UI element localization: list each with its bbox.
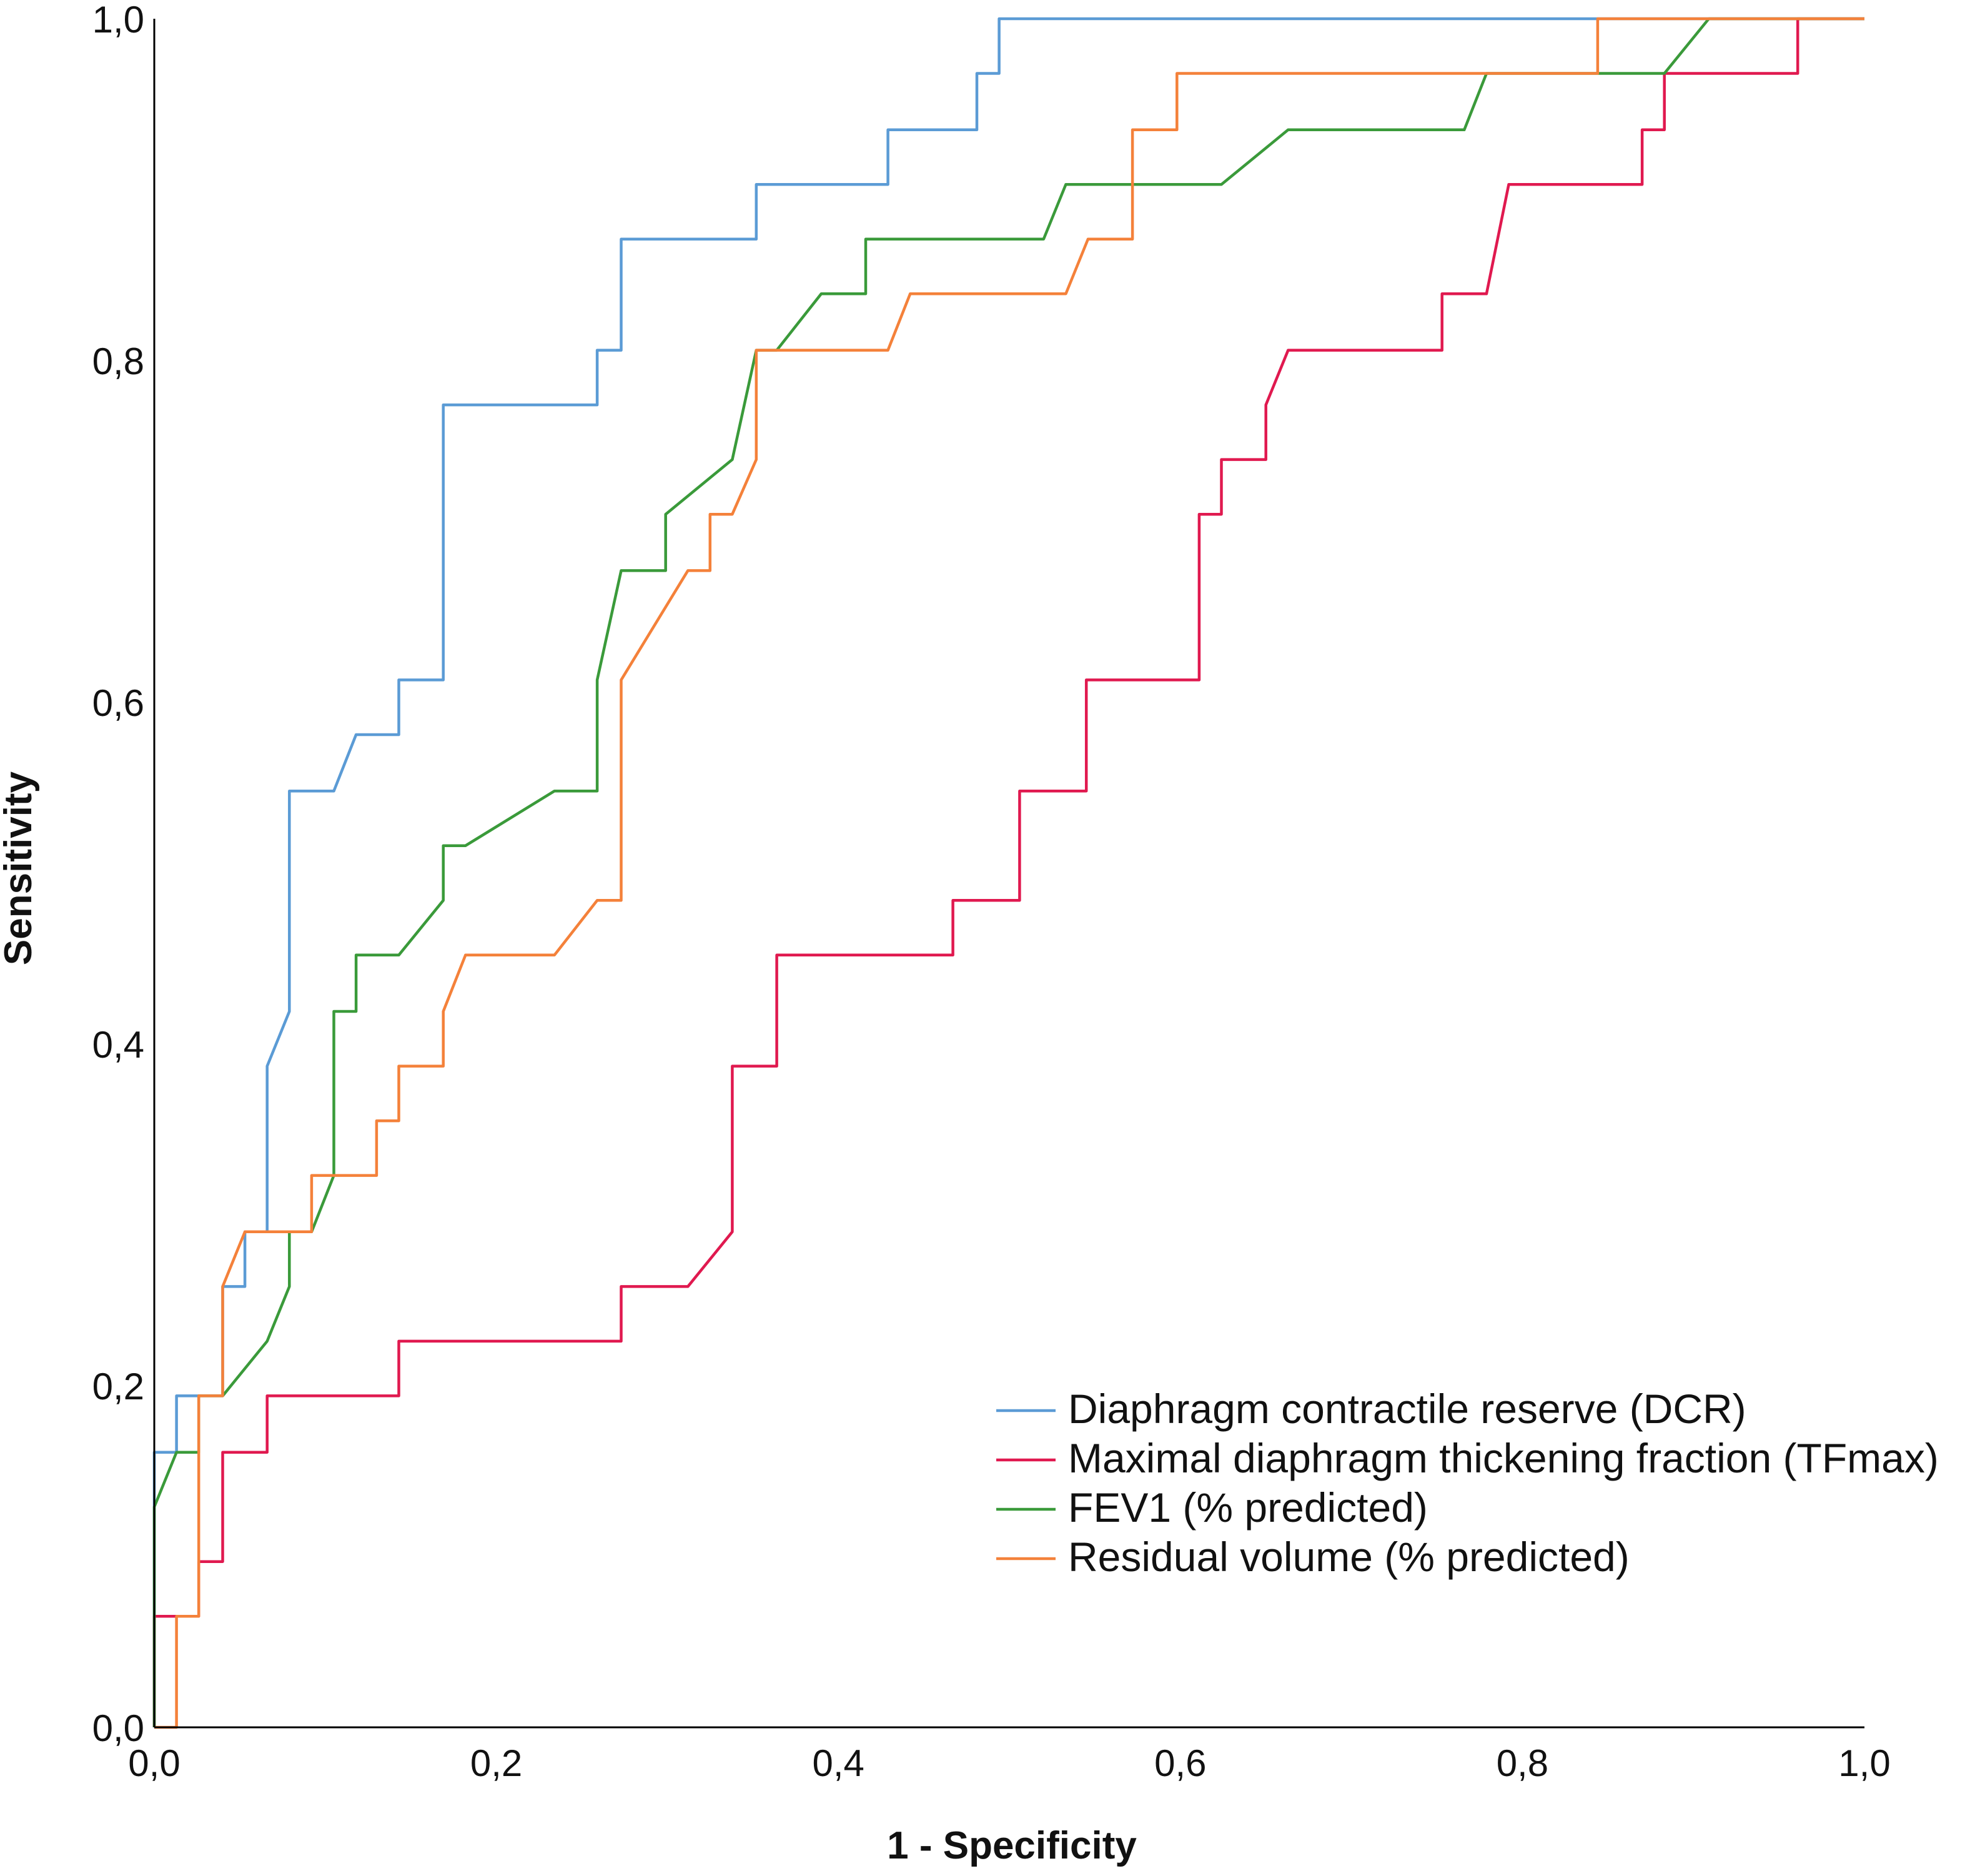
series-line-3	[152, 17, 1864, 1727]
y-tick-label: 0,0	[92, 1707, 144, 1749]
y-tick-label: 0,8	[92, 340, 144, 382]
x-tick-labels: 0,0 0,2 0,4 0,6 0,8 1,0	[128, 1742, 1890, 1784]
x-tick-label: 0,6	[1154, 1742, 1206, 1784]
y-tick-labels: 0,0 0,2 0,4 0,6 0,8 1,0	[92, 0, 144, 1749]
x-tick-label: 0,2	[470, 1742, 522, 1784]
legend: Diaphragm contractile reserve (DCR)Maxim…	[996, 1386, 1939, 1580]
x-tick-label: 1,0	[1838, 1742, 1890, 1784]
y-tick-label: 0,6	[92, 682, 144, 724]
axes-layer	[153, 19, 1864, 1729]
legend-label: Diaphragm contractile reserve (DCR)	[1068, 1386, 1746, 1432]
legend-label: Residual volume (% predicted)	[1068, 1534, 1630, 1580]
series-line-4	[154, 17, 1864, 1729]
legend-label: FEV1 (% predicted)	[1068, 1484, 1428, 1531]
x-tick-label: 0,4	[812, 1742, 864, 1784]
x-axis-title: 1 - Specificity	[887, 1824, 1137, 1867]
y-tick-label: 0,2	[92, 1366, 144, 1407]
x-tick-label: 0,8	[1497, 1742, 1548, 1784]
y-axis-title: Sensitivity	[0, 771, 40, 965]
y-tick-label: 1,0	[92, 0, 144, 41]
y-tick-label: 0,4	[92, 1024, 144, 1066]
x-tick-label: 0,0	[128, 1742, 180, 1784]
legend-label: Maximal diaphragm thickening fraction (T…	[1068, 1435, 1939, 1481]
series-layer	[152, 17, 1864, 1729]
series-line-2	[152, 17, 1864, 1727]
